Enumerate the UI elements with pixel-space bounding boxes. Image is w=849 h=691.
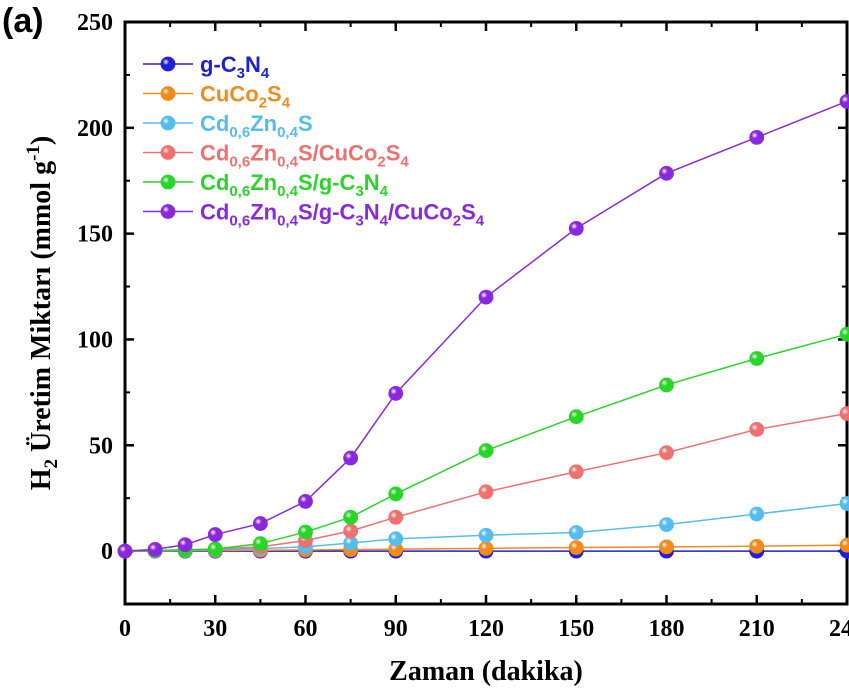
x-tick-label: 0	[119, 616, 131, 642]
data-point	[659, 517, 674, 533]
legend-marker	[160, 115, 176, 131]
legend-label: Cd0,6Zn0,4S	[200, 111, 313, 141]
data-point	[568, 525, 584, 540]
data-point	[207, 541, 223, 557]
data-point	[388, 386, 404, 401]
data-point	[343, 509, 359, 525]
x-tick-label: 30	[203, 616, 227, 642]
panel-label: (a)	[2, 2, 44, 40]
data-point	[388, 509, 404, 525]
data-point	[388, 531, 404, 547]
x-axis-title: Zaman (dakika)	[389, 656, 583, 687]
data-point	[177, 537, 193, 553]
data-point	[749, 129, 765, 145]
legend-marker	[160, 145, 176, 160]
legend-marker	[160, 56, 176, 72]
data-point	[388, 486, 404, 502]
data-point	[478, 484, 494, 500]
y-tick-label: 150	[77, 222, 113, 248]
data-point	[478, 443, 494, 458]
legend-label: Cd0,6Zn0,4S/g-C3N4/CuCo2S4	[200, 200, 485, 230]
data-point	[839, 496, 849, 511]
data-point	[207, 527, 223, 542]
data-point	[298, 493, 313, 509]
x-tick-label: 240	[829, 616, 849, 642]
y-axis-title: H2 Üretim Miktarı (mmol g-1)	[23, 136, 62, 491]
legend-marker	[160, 174, 176, 190]
y-tick-label: 250	[77, 10, 113, 36]
data-point	[568, 409, 584, 425]
data-point	[839, 537, 849, 553]
legend-label: CuCo2S4	[200, 82, 291, 112]
data-point	[749, 506, 765, 522]
legend-marker	[160, 86, 176, 101]
x-tick-label: 180	[649, 616, 685, 642]
data-point	[749, 351, 765, 366]
y-tick-label: 100	[77, 327, 113, 353]
data-point	[117, 543, 133, 559]
x-tick-label: 90	[384, 616, 408, 642]
data-point	[839, 326, 849, 342]
data-point	[749, 538, 765, 554]
data-point	[568, 540, 584, 555]
legend-label: g-C3N4	[200, 52, 270, 82]
data-point	[839, 406, 849, 421]
data-point	[252, 516, 268, 531]
x-tick-label: 60	[294, 616, 318, 642]
data-point	[478, 527, 494, 543]
data-point	[659, 539, 674, 555]
data-point	[478, 289, 494, 305]
x-tick-label: 210	[739, 616, 775, 642]
legend-label: Cd0,6Zn0,4S/g-C3N4	[200, 170, 389, 200]
legend-marker	[160, 204, 176, 219]
y-tick-label: 0	[101, 539, 113, 565]
data-point	[659, 377, 674, 393]
legend-label: Cd0,6Zn0,4S/CuCo2S4	[200, 141, 409, 171]
data-point	[568, 464, 584, 480]
data-point	[343, 523, 359, 539]
data-point	[147, 541, 163, 557]
data-point	[252, 536, 268, 552]
data-point	[659, 165, 674, 181]
series-line	[124, 333, 848, 552]
data-point	[478, 540, 494, 556]
data-point	[343, 450, 359, 466]
data-point	[298, 524, 313, 540]
data-point	[839, 93, 849, 109]
y-tick-label: 50	[89, 433, 113, 459]
data-point	[659, 445, 674, 461]
x-tick-label: 120	[468, 616, 504, 642]
data-point	[749, 421, 765, 437]
x-tick-label: 150	[558, 616, 594, 642]
data-point	[568, 220, 584, 236]
y-tick-label: 200	[77, 116, 113, 142]
